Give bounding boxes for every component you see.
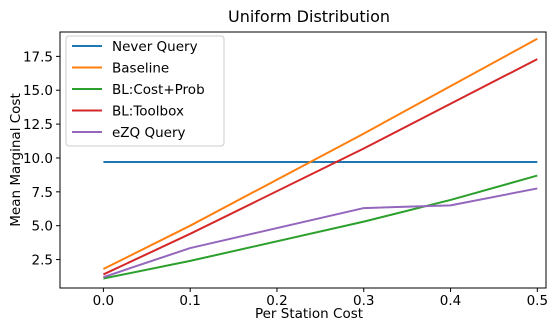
series-line-ezq-query (103, 187, 538, 279)
y-tick-label: 7.5 (32, 185, 53, 201)
x-tick-label: 0.2 (266, 293, 287, 309)
legend-label-never-query: Never Query (112, 39, 198, 55)
x-tick-label: 0.0 (93, 293, 114, 309)
y-axis-ticks: 2.5 5.0 7.5 10.0 12.5 15.0 17.5 (23, 49, 60, 269)
x-tick-label: 0.3 (353, 293, 374, 309)
x-axis-label: Per Station Cost (255, 306, 363, 322)
y-tick-label: 5.0 (32, 219, 53, 235)
chart-title: Uniform Distribution (228, 7, 390, 26)
legend-label-baseline: Baseline (112, 61, 169, 77)
x-tick-label: 0.5 (527, 293, 548, 309)
y-axis-label: Mean Marginal Cost (8, 93, 24, 227)
y-tick-label: 12.5 (23, 117, 53, 133)
plot-area-border (59, 31, 547, 289)
x-tick-label: 0.1 (179, 293, 200, 309)
y-tick-label: 10.0 (23, 151, 53, 167)
legend-box (65, 35, 225, 147)
legend-label-bl-toolbox: BL:Toolbox (112, 104, 184, 120)
y-tick-label: 17.5 (23, 49, 53, 65)
legend-label-bl-cost-prob: BL:Cost+Prob (112, 82, 205, 98)
series-line-bl-cost-prob (103, 174, 538, 280)
legend-label-ezq-query: eZQ Query (112, 125, 186, 141)
x-tick-label: 0.4 (440, 293, 461, 309)
x-axis-ticks: 0.0 0.1 0.2 0.3 0.4 0.5 (93, 288, 548, 309)
series-line-baseline (102, 37, 538, 270)
y-tick-label: 15.0 (23, 83, 53, 99)
series-line-bl-toolbox (102, 58, 538, 276)
axes-frame (59, 31, 547, 289)
series-layer (102, 37, 538, 280)
legend: Never Query Baseline BL:Cost+Prob BL:Toolbo… (65, 35, 225, 147)
y-tick-label: 2.5 (32, 253, 53, 269)
